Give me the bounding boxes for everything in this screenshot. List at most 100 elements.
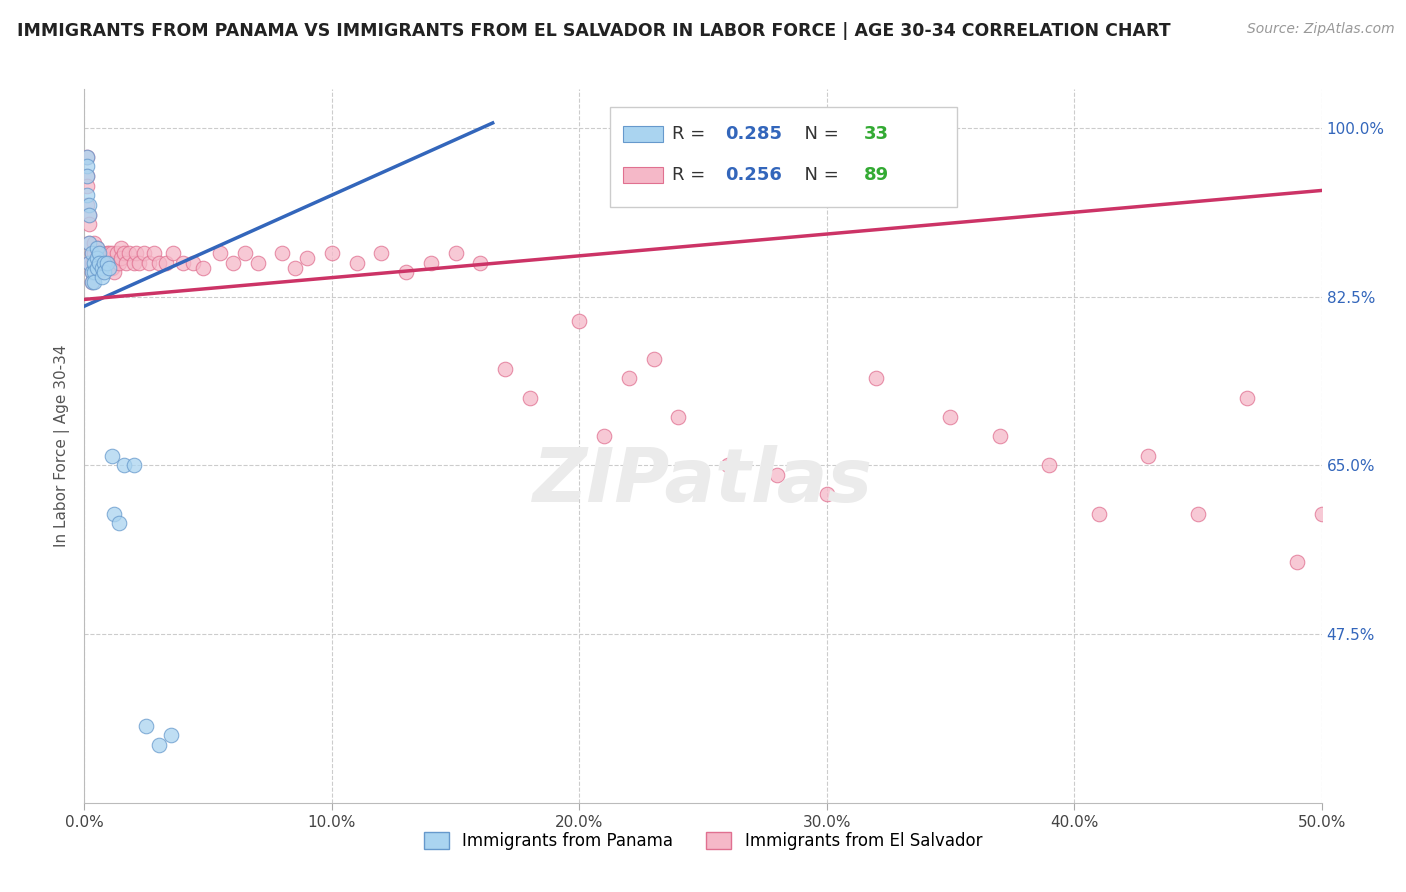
Text: 0.285: 0.285 bbox=[725, 125, 782, 143]
Text: N =: N = bbox=[793, 166, 845, 184]
Point bbox=[80, 265, 103, 279]
Point bbox=[939, 410, 962, 425]
Point bbox=[395, 265, 418, 279]
Point bbox=[98, 256, 121, 270]
Point bbox=[96, 246, 118, 260]
Point bbox=[346, 256, 368, 270]
Text: R =: R = bbox=[672, 166, 711, 184]
Point bbox=[86, 241, 108, 255]
Point bbox=[76, 150, 98, 164]
Point bbox=[191, 260, 214, 275]
Text: N =: N = bbox=[793, 125, 845, 143]
Point bbox=[1038, 458, 1060, 473]
Point bbox=[160, 728, 183, 742]
Point bbox=[108, 516, 131, 530]
Point bbox=[93, 256, 115, 270]
Point bbox=[79, 208, 101, 222]
Point bbox=[233, 246, 256, 260]
FancyBboxPatch shape bbox=[623, 127, 664, 142]
Point bbox=[90, 256, 112, 270]
Point bbox=[666, 410, 689, 425]
Point bbox=[115, 256, 138, 270]
Point bbox=[89, 246, 111, 260]
Point bbox=[284, 260, 307, 275]
Point bbox=[100, 449, 122, 463]
Point bbox=[766, 467, 789, 482]
Text: Source: ZipAtlas.com: Source: ZipAtlas.com bbox=[1247, 22, 1395, 37]
Point bbox=[90, 270, 112, 285]
Point bbox=[100, 260, 122, 275]
Point bbox=[1187, 507, 1209, 521]
Point bbox=[162, 246, 184, 260]
Point bbox=[494, 362, 516, 376]
Point bbox=[593, 429, 616, 443]
Text: 89: 89 bbox=[863, 166, 889, 184]
Point bbox=[128, 256, 150, 270]
Point bbox=[112, 458, 135, 473]
Text: 0.256: 0.256 bbox=[725, 166, 782, 184]
Point bbox=[103, 256, 125, 270]
Point bbox=[103, 265, 125, 279]
Point bbox=[80, 275, 103, 289]
Point bbox=[103, 507, 125, 521]
Point bbox=[79, 198, 101, 212]
Point bbox=[132, 246, 155, 260]
Point bbox=[568, 313, 591, 327]
Point bbox=[209, 246, 232, 260]
Point bbox=[83, 256, 105, 270]
Point bbox=[98, 260, 121, 275]
Point bbox=[79, 256, 101, 270]
Point bbox=[470, 256, 492, 270]
Point bbox=[96, 256, 118, 270]
Point bbox=[172, 256, 194, 270]
Point bbox=[1310, 507, 1333, 521]
Point bbox=[80, 275, 103, 289]
Text: 33: 33 bbox=[863, 125, 889, 143]
Point bbox=[86, 260, 108, 275]
Point bbox=[108, 256, 131, 270]
Point bbox=[93, 251, 115, 265]
Point bbox=[181, 256, 204, 270]
Point bbox=[83, 256, 105, 270]
Legend: Immigrants from Panama, Immigrants from El Salvador: Immigrants from Panama, Immigrants from … bbox=[415, 824, 991, 859]
Point bbox=[89, 265, 111, 279]
Point bbox=[118, 246, 141, 260]
Point bbox=[988, 429, 1011, 443]
Point bbox=[1285, 555, 1308, 569]
Point bbox=[110, 241, 132, 255]
Point bbox=[96, 256, 118, 270]
Point bbox=[93, 265, 115, 279]
Point bbox=[76, 198, 98, 212]
Point bbox=[519, 391, 541, 405]
Point bbox=[79, 217, 101, 231]
Point bbox=[90, 246, 112, 260]
Point bbox=[79, 256, 101, 270]
Point bbox=[148, 738, 170, 752]
Point bbox=[321, 246, 343, 260]
Point bbox=[1323, 150, 1346, 164]
Point bbox=[86, 251, 108, 265]
Point bbox=[865, 371, 887, 385]
FancyBboxPatch shape bbox=[610, 107, 956, 207]
Point bbox=[83, 246, 105, 260]
Point bbox=[122, 458, 145, 473]
Point bbox=[444, 246, 467, 260]
Point bbox=[295, 251, 318, 265]
Text: IMMIGRANTS FROM PANAMA VS IMMIGRANTS FROM EL SALVADOR IN LABOR FORCE | AGE 30-34: IMMIGRANTS FROM PANAMA VS IMMIGRANTS FRO… bbox=[17, 22, 1171, 40]
Point bbox=[148, 256, 170, 270]
Point bbox=[76, 159, 98, 173]
Point bbox=[79, 208, 101, 222]
Point bbox=[76, 169, 98, 183]
Point bbox=[815, 487, 838, 501]
Point bbox=[98, 246, 121, 260]
Point bbox=[1088, 507, 1111, 521]
Point bbox=[370, 246, 392, 260]
Point bbox=[112, 246, 135, 260]
Point bbox=[138, 256, 160, 270]
Text: R =: R = bbox=[672, 125, 711, 143]
Point bbox=[86, 251, 108, 265]
Point bbox=[86, 241, 108, 255]
Point bbox=[1323, 497, 1346, 511]
Point bbox=[122, 256, 145, 270]
Point bbox=[80, 265, 103, 279]
